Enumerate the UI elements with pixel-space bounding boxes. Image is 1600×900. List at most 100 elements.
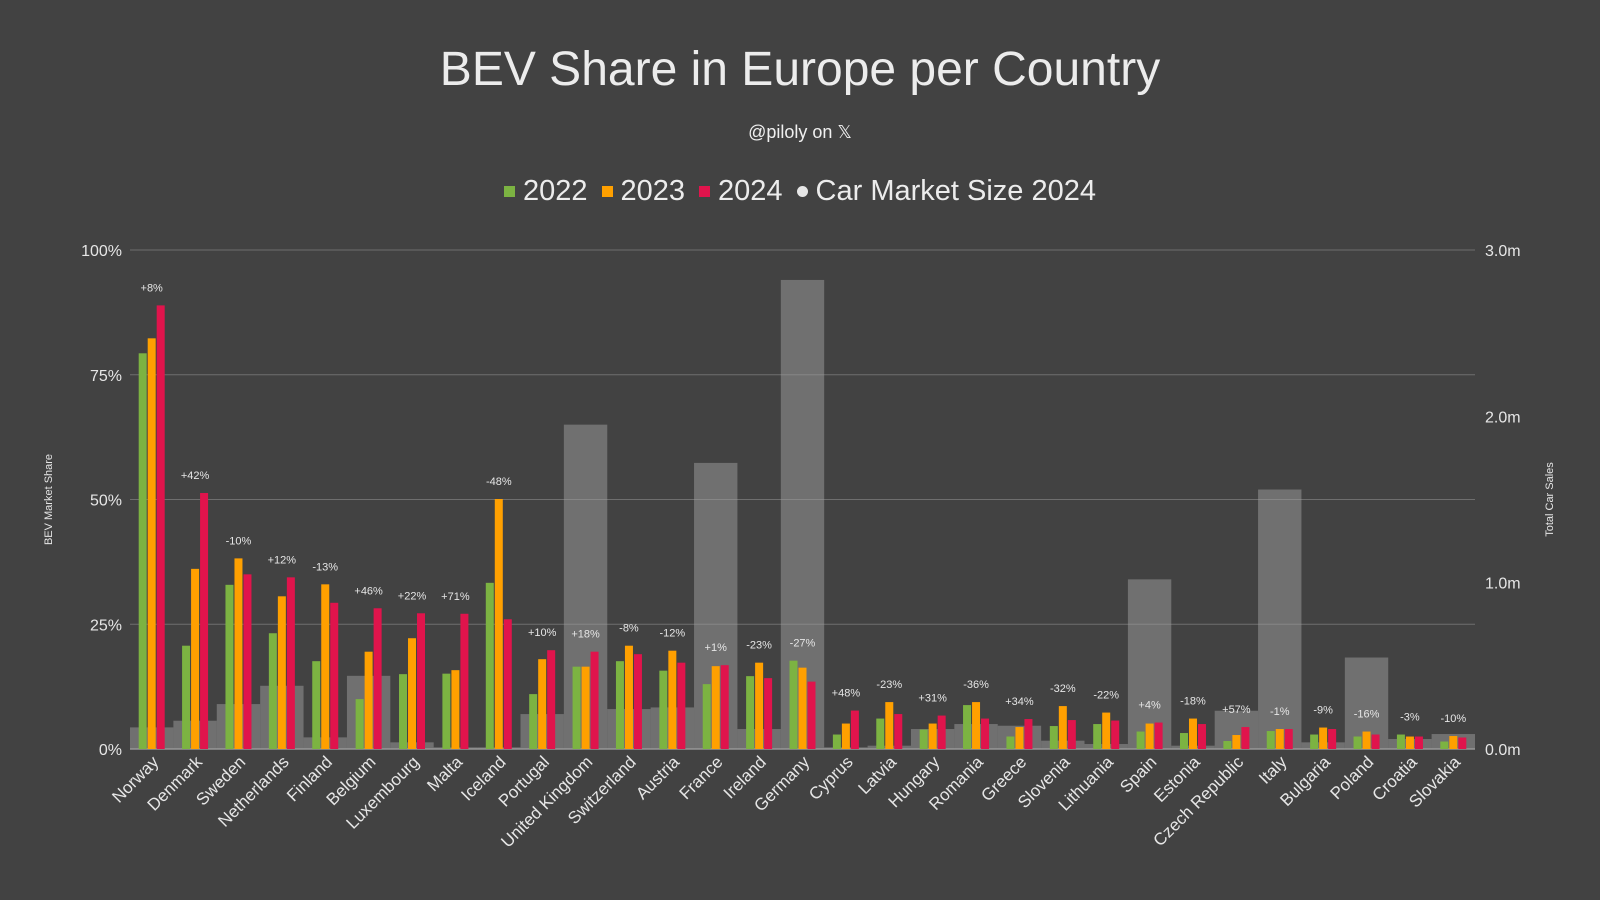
bar-2024 bbox=[677, 662, 686, 749]
bar-2022 bbox=[659, 670, 668, 749]
y-tick-label: 50% bbox=[90, 493, 122, 510]
legend-dot-market-size bbox=[796, 186, 808, 197]
bar-2023 bbox=[451, 670, 460, 749]
bar-2024 bbox=[981, 718, 990, 749]
bar-2024 bbox=[1197, 724, 1206, 749]
bar-2024 bbox=[1111, 720, 1120, 749]
legend: 2022 2023 2024 Car Market Size 2024 bbox=[0, 175, 1600, 208]
bar-2022 bbox=[702, 684, 711, 749]
bar-2024 bbox=[720, 665, 729, 749]
bar-2023 bbox=[1145, 723, 1154, 749]
bar-2022 bbox=[182, 645, 191, 749]
bar-2023 bbox=[234, 558, 243, 749]
bar-2023 bbox=[1275, 729, 1284, 749]
bar-2023 bbox=[321, 584, 330, 749]
change-annotation: -22% bbox=[1093, 690, 1119, 702]
bar-2023 bbox=[191, 568, 200, 749]
bar-2024 bbox=[1328, 729, 1337, 749]
bar-2024 bbox=[547, 650, 556, 749]
bar-2023 bbox=[581, 666, 590, 749]
bar-2022 bbox=[919, 729, 928, 749]
bar-2023 bbox=[147, 338, 156, 749]
bar-2022 bbox=[1440, 741, 1449, 749]
bar-2022 bbox=[138, 353, 147, 749]
y-axis-title: BEV Market Share bbox=[43, 454, 55, 545]
bar-2023 bbox=[1449, 736, 1458, 749]
y2-tick-label: 0.0m bbox=[1485, 742, 1521, 759]
bar-2024 bbox=[764, 678, 773, 749]
x-tick-label: Italy bbox=[1255, 752, 1291, 788]
change-annotation: -12% bbox=[659, 628, 685, 640]
bar-2024 bbox=[417, 613, 426, 749]
bar-2023 bbox=[364, 651, 373, 749]
bar-2022 bbox=[789, 660, 798, 749]
legend-item-2024: 2024 bbox=[699, 175, 783, 208]
legend-label-2022: 2022 bbox=[522, 175, 588, 207]
bar-2024 bbox=[894, 714, 903, 749]
bar-2023 bbox=[711, 666, 720, 749]
bar-2024 bbox=[373, 608, 382, 749]
legend-label-market-size: Car Market Size 2024 bbox=[815, 175, 1096, 207]
change-annotation: -1% bbox=[1270, 706, 1290, 718]
bar-2022 bbox=[1310, 734, 1319, 749]
bar-2024 bbox=[1154, 722, 1163, 749]
bar-2024 bbox=[937, 715, 946, 749]
legend-label-2024: 2024 bbox=[718, 175, 783, 207]
bar-2023 bbox=[1102, 712, 1111, 749]
change-annotation: +46% bbox=[354, 585, 383, 597]
bar-2022 bbox=[1006, 736, 1015, 749]
bar-2022 bbox=[1136, 731, 1145, 749]
change-annotation: +10% bbox=[528, 627, 557, 639]
bar-2023 bbox=[1362, 731, 1371, 749]
bar-2023 bbox=[1015, 727, 1024, 749]
y2-tick-label: 2.0m bbox=[1485, 409, 1521, 426]
y2-tick-label: 3.0m bbox=[1485, 243, 1521, 260]
y-tick-label: 0% bbox=[99, 742, 122, 759]
bar-2023 bbox=[755, 662, 764, 749]
x-tick-label: Cyprus bbox=[805, 752, 857, 804]
bar-2024 bbox=[633, 654, 642, 749]
bar-2024 bbox=[1024, 719, 1033, 749]
bar-2022 bbox=[832, 734, 841, 749]
chart-subtitle: @piloly on 𝕏 bbox=[748, 122, 852, 142]
bar-2022 bbox=[442, 673, 451, 749]
change-annotation: -9% bbox=[1313, 705, 1333, 717]
bar-2023 bbox=[1232, 735, 1241, 749]
change-annotation: -10% bbox=[226, 535, 252, 547]
change-annotation: +31% bbox=[918, 693, 947, 705]
x-tick-label: France bbox=[676, 752, 727, 803]
change-annotation: +57% bbox=[1222, 704, 1251, 716]
bar-2024 bbox=[1458, 737, 1467, 749]
change-annotation: -8% bbox=[619, 623, 639, 635]
bar-2024 bbox=[850, 710, 859, 749]
change-annotation: +18% bbox=[571, 629, 600, 641]
change-annotation: -10% bbox=[1440, 713, 1466, 725]
change-annotation: -27% bbox=[790, 638, 816, 650]
market-size-bar bbox=[1258, 489, 1302, 749]
bar-2022 bbox=[1179, 733, 1188, 749]
bar-2024 bbox=[1241, 727, 1250, 749]
legend-item-market-size: Car Market Size 2024 bbox=[796, 175, 1096, 208]
bar-2024 bbox=[1284, 729, 1293, 749]
bar-2024 bbox=[807, 681, 816, 749]
bar-2022 bbox=[615, 661, 624, 749]
legend-item-2022: 2022 bbox=[503, 175, 588, 208]
y2-tick-label: 1.0m bbox=[1485, 576, 1521, 593]
change-annotation: -3% bbox=[1400, 712, 1420, 724]
bar-2023 bbox=[494, 499, 503, 749]
bar-2022 bbox=[1396, 734, 1405, 749]
bar-2024 bbox=[200, 493, 209, 749]
change-annotation: -23% bbox=[746, 640, 772, 652]
bar-2022 bbox=[963, 705, 972, 749]
bar-2023 bbox=[841, 723, 850, 749]
change-annotation: -36% bbox=[963, 679, 989, 691]
bar-2022 bbox=[746, 676, 755, 749]
change-annotation: -32% bbox=[1050, 683, 1076, 695]
chart-title: BEV Share in Europe per Country bbox=[439, 43, 1161, 96]
bar-2022 bbox=[1353, 736, 1362, 749]
change-annotation: +12% bbox=[268, 554, 297, 566]
y-tick-label: 100% bbox=[81, 243, 122, 260]
legend-label-2023: 2023 bbox=[620, 175, 686, 207]
x-tick-label: Austria bbox=[632, 752, 683, 803]
